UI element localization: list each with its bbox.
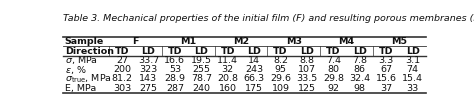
Text: 29.8: 29.8 [323, 74, 344, 83]
Text: 98: 98 [354, 84, 366, 93]
Text: 175: 175 [245, 84, 263, 93]
Text: 74: 74 [407, 65, 419, 74]
Text: $\sigma_\mathregular{true}$, MPa: $\sigma_\mathregular{true}$, MPa [65, 73, 112, 85]
Text: Direction: Direction [65, 47, 114, 56]
Text: 255: 255 [192, 65, 210, 74]
Text: 303: 303 [113, 84, 131, 93]
Text: 109: 109 [272, 84, 290, 93]
Text: 3.3: 3.3 [379, 56, 394, 65]
Text: 29.6: 29.6 [270, 74, 291, 83]
Text: LD: LD [406, 47, 419, 56]
Text: 11.4: 11.4 [217, 56, 238, 65]
Text: 16.6: 16.6 [164, 56, 185, 65]
Text: TD: TD [115, 47, 129, 56]
Text: M4: M4 [338, 37, 355, 46]
Text: 15.6: 15.6 [376, 74, 397, 83]
Text: TD: TD [379, 47, 393, 56]
Text: 7.8: 7.8 [352, 56, 367, 65]
Text: $\sigma$, MPa: $\sigma$, MPa [65, 54, 98, 66]
Text: 20.8: 20.8 [217, 74, 238, 83]
Text: 240: 240 [192, 84, 210, 93]
Text: M3: M3 [286, 37, 302, 46]
Text: 287: 287 [166, 84, 184, 93]
Text: 33.5: 33.5 [296, 74, 318, 83]
Text: Sample: Sample [65, 37, 104, 46]
Text: 107: 107 [298, 65, 316, 74]
Text: 14: 14 [248, 56, 260, 65]
Text: LD: LD [353, 47, 367, 56]
Text: $\varepsilon$, %: $\varepsilon$, % [65, 64, 86, 76]
Text: 92: 92 [328, 84, 339, 93]
Text: M1: M1 [180, 37, 196, 46]
Text: 86: 86 [354, 65, 366, 74]
Text: TD: TD [273, 47, 288, 56]
Text: 66.3: 66.3 [244, 74, 264, 83]
Text: E, MPa: E, MPa [65, 84, 96, 93]
Text: 8.8: 8.8 [300, 56, 314, 65]
Text: 323: 323 [139, 65, 157, 74]
Text: 67: 67 [380, 65, 392, 74]
Text: M2: M2 [233, 37, 249, 46]
Text: LD: LD [300, 47, 314, 56]
Text: 78.7: 78.7 [191, 74, 212, 83]
Text: 125: 125 [298, 84, 316, 93]
Text: 7.4: 7.4 [326, 56, 341, 65]
Text: TD: TD [220, 47, 235, 56]
Text: 8.2: 8.2 [273, 56, 288, 65]
Text: 15.4: 15.4 [402, 74, 423, 83]
Text: 19.5: 19.5 [191, 56, 212, 65]
Text: LD: LD [247, 47, 261, 56]
Text: Table 3. Mechanical properties of the initial film (F) and resulting porous memb: Table 3. Mechanical properties of the in… [63, 14, 474, 23]
Text: 33.7: 33.7 [138, 56, 159, 65]
Text: M5: M5 [392, 37, 408, 46]
Text: 81.2: 81.2 [111, 74, 133, 83]
Text: 275: 275 [139, 84, 157, 93]
Text: F: F [132, 37, 138, 46]
Text: 143: 143 [139, 74, 157, 83]
Text: 32: 32 [222, 65, 234, 74]
Text: 80: 80 [328, 65, 339, 74]
Text: 33: 33 [407, 84, 419, 93]
Text: 28.9: 28.9 [164, 74, 185, 83]
Text: 37: 37 [380, 84, 392, 93]
Text: LD: LD [142, 47, 155, 56]
Text: 160: 160 [219, 84, 237, 93]
Text: TD: TD [168, 47, 182, 56]
Text: TD: TD [326, 47, 341, 56]
Text: 27: 27 [116, 56, 128, 65]
Text: 53: 53 [169, 65, 181, 74]
Text: 32.4: 32.4 [349, 74, 370, 83]
Text: LD: LD [194, 47, 208, 56]
Text: 95: 95 [274, 65, 287, 74]
Text: 200: 200 [113, 65, 131, 74]
Text: 3.1: 3.1 [405, 56, 420, 65]
Text: 243: 243 [245, 65, 263, 74]
